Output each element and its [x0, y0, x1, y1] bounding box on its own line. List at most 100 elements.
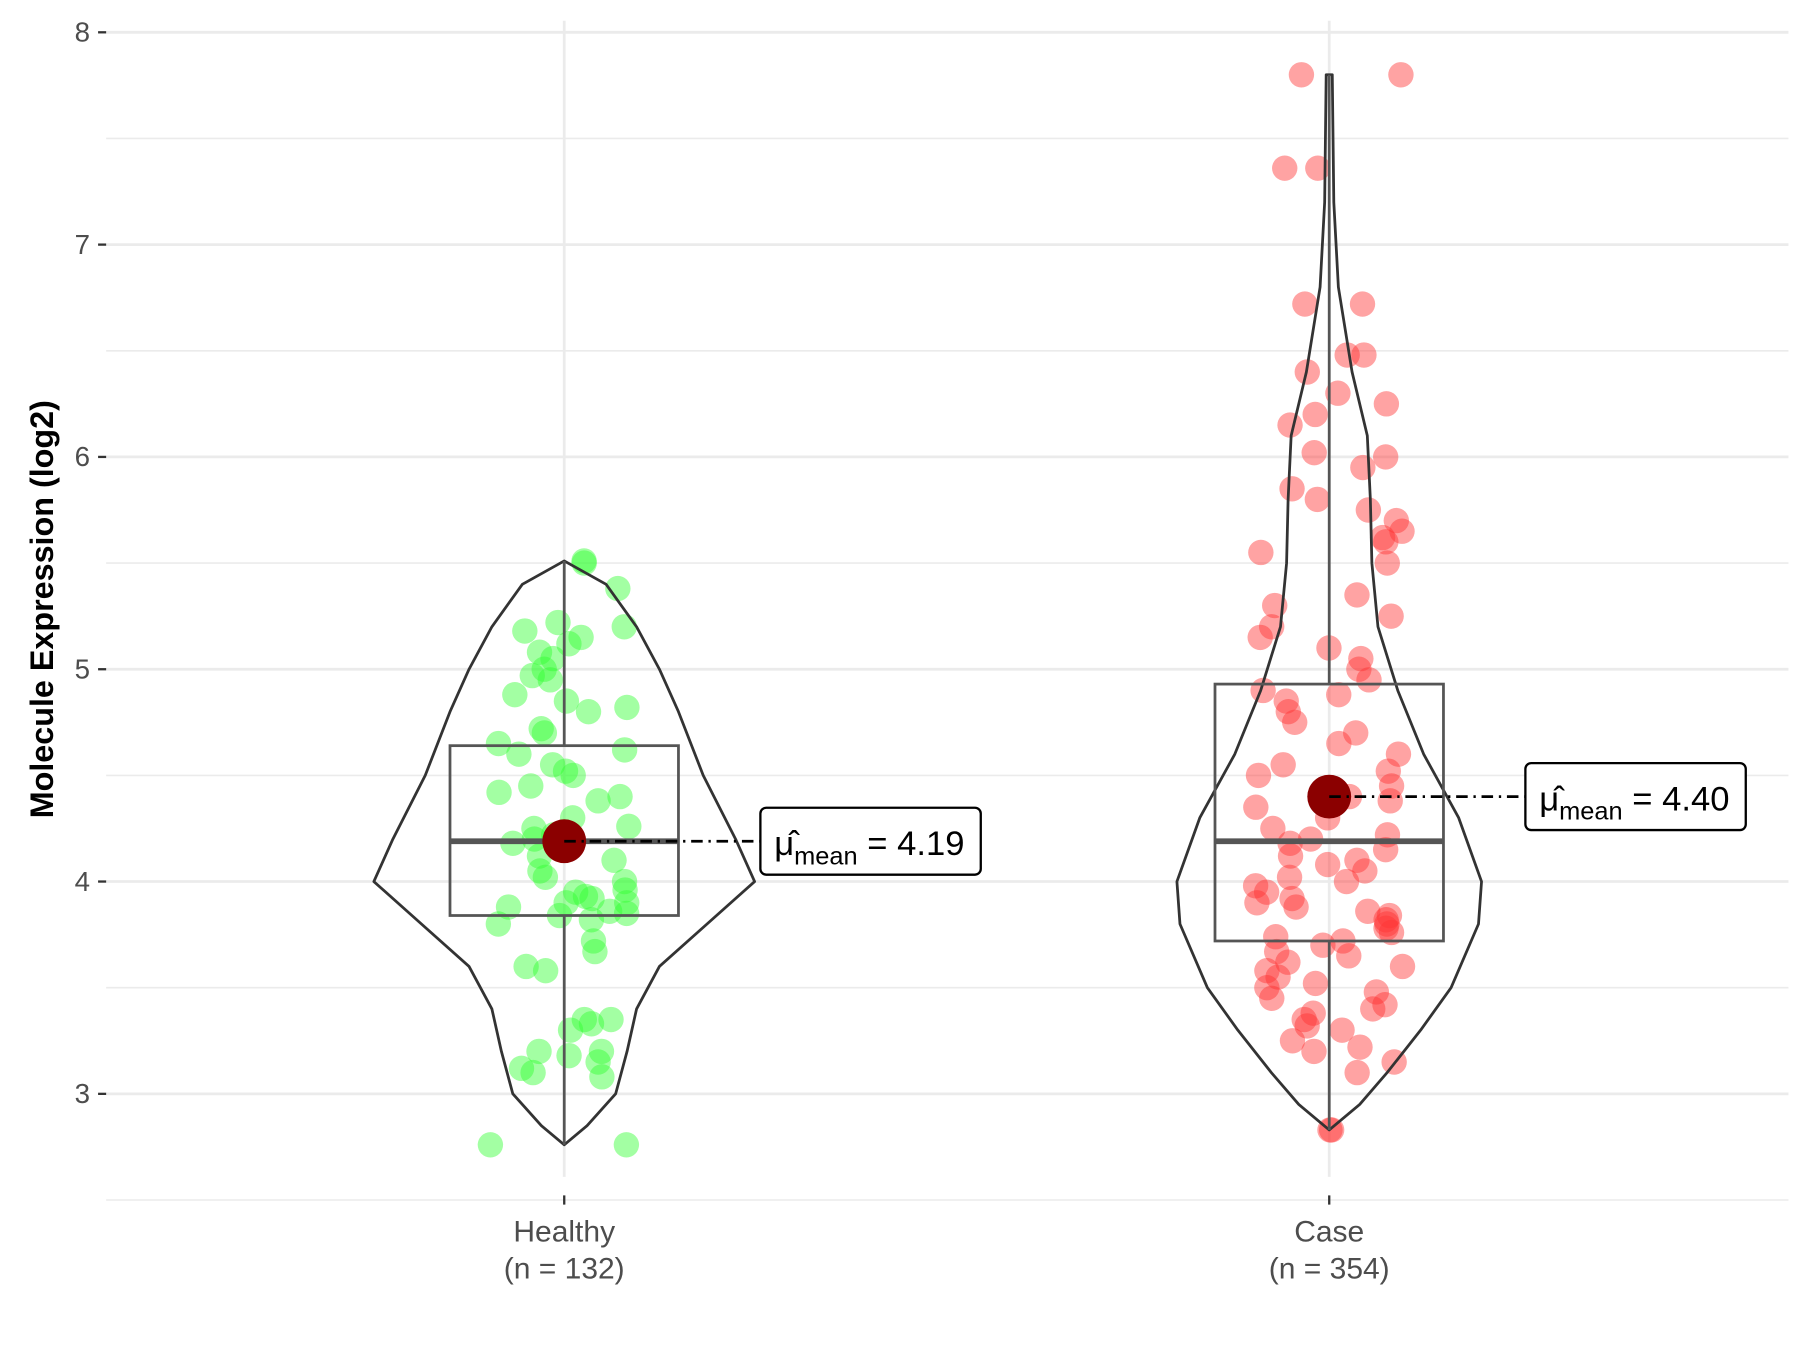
- data-point: [553, 890, 579, 916]
- data-point: [1376, 902, 1403, 929]
- data-point: [612, 877, 638, 903]
- data-point: [1373, 907, 1399, 933]
- data-point: [1372, 991, 1398, 1018]
- data-point: [545, 609, 571, 636]
- data-point: [1304, 486, 1331, 513]
- data-point: [598, 1006, 624, 1033]
- data-point: [1282, 709, 1308, 735]
- data-point: [607, 783, 633, 810]
- data-point: [1305, 155, 1331, 181]
- data-point: [502, 682, 528, 708]
- data-point: [1347, 1034, 1373, 1060]
- y-tick-label: 4: [75, 866, 90, 897]
- data-point: [486, 779, 512, 806]
- data-point: [580, 928, 607, 954]
- data-point: [531, 720, 558, 746]
- data-point: [611, 614, 637, 640]
- data-point: [532, 958, 559, 984]
- grid: [106, 20, 1789, 1201]
- data-point: [1348, 645, 1374, 672]
- data-point: [614, 890, 640, 916]
- data-point: [556, 1042, 582, 1069]
- data-point: [1352, 858, 1378, 884]
- data-point: [526, 1038, 552, 1065]
- data-point: [1378, 773, 1405, 799]
- data-point: [1292, 291, 1318, 317]
- mean-label: μ̂mean = 4.19: [774, 825, 964, 870]
- mean-label: μ̂mean = 4.40: [1539, 780, 1729, 825]
- group-healthy: μ̂mean = 4.19: [372, 548, 982, 1158]
- data-point: [1389, 518, 1415, 544]
- data-point: [579, 885, 605, 912]
- group-case: μ̂mean = 4.40: [1175, 62, 1747, 1143]
- data-point: [1373, 391, 1400, 417]
- x-tick-label: Healthy: [513, 1216, 615, 1249]
- data-point: [1279, 1028, 1306, 1054]
- data-point: [1277, 412, 1303, 438]
- data-point: [613, 900, 640, 927]
- data-point: [1356, 667, 1382, 693]
- data-point: [1355, 898, 1381, 924]
- y-tick-label: 3: [75, 1078, 90, 1109]
- data-point: [611, 868, 638, 895]
- data-point: [1363, 979, 1390, 1005]
- data-point: [571, 1006, 597, 1033]
- data-point: [1344, 582, 1370, 608]
- data-point: [585, 1049, 611, 1075]
- data-point: [1326, 682, 1352, 708]
- data-point: [568, 624, 594, 651]
- data-point: [521, 815, 547, 842]
- data-point: [1263, 938, 1290, 965]
- data-point: [1373, 529, 1399, 555]
- data-point: [1275, 949, 1301, 975]
- data-point: [1275, 699, 1301, 725]
- data-point: [1388, 62, 1414, 88]
- plot-groups: μ̂mean = 4.19 μ̂mean = 4.40: [372, 62, 1747, 1158]
- data-point: [588, 1038, 615, 1065]
- data-point: [1244, 890, 1270, 916]
- data-point: [571, 548, 597, 574]
- data-point: [1272, 155, 1298, 181]
- data-point: [1334, 342, 1360, 368]
- data-point: [1360, 996, 1386, 1022]
- data-point: [1245, 762, 1272, 789]
- data-point: [528, 715, 554, 742]
- box: [1213, 682, 1445, 943]
- data-point: [575, 699, 602, 725]
- data-point: [518, 773, 544, 799]
- data-point: [1253, 879, 1280, 905]
- data-point: [1243, 794, 1269, 820]
- data-point: [485, 730, 512, 757]
- data-point: [1265, 964, 1291, 990]
- x-tick-count: (n = 354): [1269, 1252, 1390, 1285]
- x-tick-count: (n = 132): [504, 1252, 625, 1285]
- mean-value: 4.40: [1662, 780, 1729, 818]
- data-point: [1350, 454, 1376, 481]
- data-point: [1277, 843, 1304, 869]
- data-point: [527, 858, 553, 884]
- y-axis-label: Molecule Expression (log2): [24, 400, 60, 818]
- data-point: [1351, 342, 1377, 368]
- data-point: [1242, 873, 1269, 899]
- data-point: [1378, 919, 1405, 946]
- data-point: [1247, 624, 1273, 651]
- data-point: [1326, 730, 1352, 757]
- data-point: [1294, 1013, 1320, 1039]
- data-point: [1344, 847, 1370, 873]
- data-point: [1344, 1059, 1370, 1086]
- data-point: [562, 879, 589, 905]
- data-point: [526, 639, 553, 665]
- data-point: [601, 847, 627, 873]
- data-point: [1254, 958, 1280, 984]
- data-point: [1302, 401, 1328, 428]
- y-tick-label: 6: [75, 441, 90, 472]
- data-point: [1283, 894, 1309, 920]
- data-point: [1375, 758, 1402, 784]
- mean-label-box: [1524, 762, 1747, 832]
- data-point: [585, 788, 611, 814]
- data-point: [1349, 291, 1376, 317]
- x-axis: Healthy(n = 132) Case(n = 354): [504, 1195, 1390, 1285]
- data-point: [513, 953, 539, 980]
- data-point: [512, 618, 538, 644]
